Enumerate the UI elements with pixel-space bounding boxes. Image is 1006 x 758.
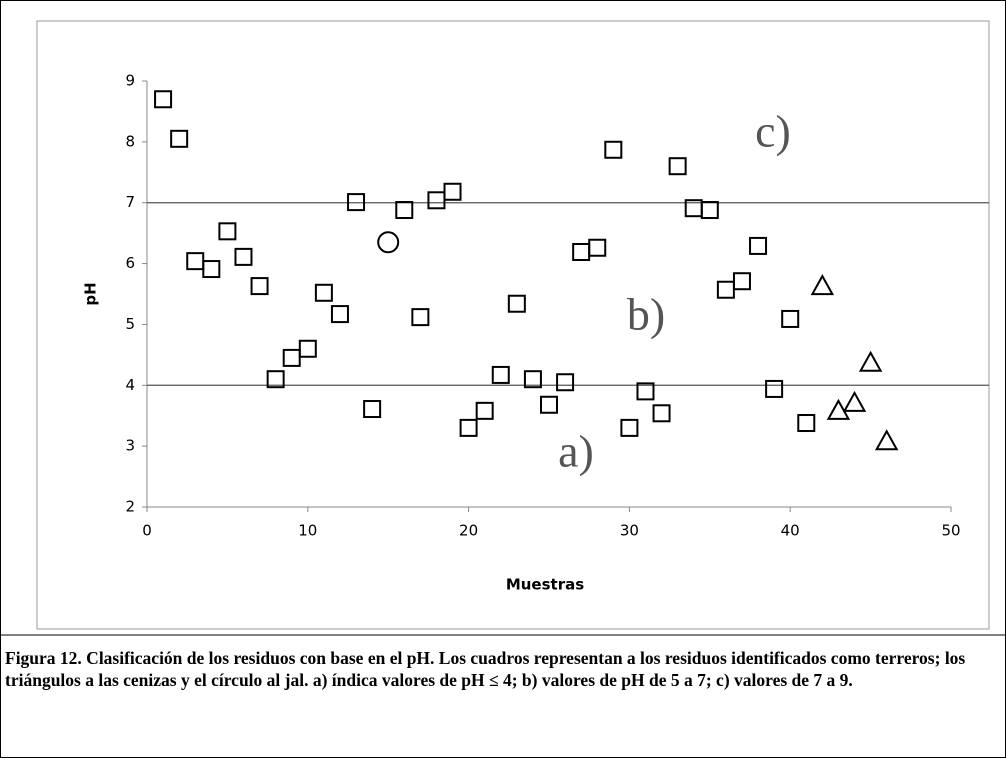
- x-axis-label: Muestras: [506, 576, 584, 594]
- y-tick-label: 6: [125, 254, 135, 272]
- marker-square: [314, 283, 333, 302]
- marker-square: [266, 370, 285, 389]
- marker-triangle: [858, 350, 883, 372]
- y-tick-label: 3: [125, 437, 135, 455]
- marker-square: [700, 201, 719, 220]
- marker-square: [652, 404, 671, 423]
- marker-square: [572, 243, 591, 262]
- annotation: b): [627, 289, 665, 340]
- annotation: c): [755, 106, 791, 157]
- marker-square: [363, 400, 382, 419]
- x-tick-label: 40: [781, 522, 800, 540]
- marker-square: [170, 129, 189, 148]
- marker-square: [588, 238, 607, 257]
- marker-square: [475, 401, 494, 420]
- marker-square: [218, 222, 237, 241]
- marker-triangle: [874, 429, 899, 451]
- y-tick-label: 9: [125, 72, 135, 90]
- marker-square: [556, 373, 575, 392]
- chart-border: [36, 20, 990, 630]
- marker-square: [765, 379, 784, 398]
- marker-square: [202, 260, 221, 279]
- marker-triangle: [810, 274, 835, 296]
- y-axis-label: pH: [82, 282, 100, 305]
- marker-square: [154, 90, 173, 109]
- marker-circle: [377, 231, 400, 254]
- marker-square: [507, 294, 526, 313]
- y-tick-label: 8: [125, 132, 135, 150]
- marker-square: [523, 370, 542, 389]
- marker-square: [732, 272, 751, 291]
- marker-square: [186, 252, 205, 271]
- marker-square: [749, 236, 768, 255]
- marker-square: [427, 191, 446, 210]
- annotation: a): [558, 426, 594, 477]
- marker-square: [347, 193, 366, 212]
- caption: Figura 12. Clasificación de los residuos…: [5, 648, 966, 690]
- marker-triangle: [826, 398, 851, 420]
- marker-square: [234, 247, 253, 266]
- marker-square: [298, 339, 317, 358]
- y-tick-label: 5: [125, 315, 135, 333]
- marker-square: [250, 277, 269, 296]
- x-tick-label: 50: [941, 522, 960, 540]
- marker-square: [395, 201, 414, 220]
- y-tick-label: 4: [125, 376, 135, 394]
- x-tick-label: 0: [142, 522, 152, 540]
- marker-square: [668, 157, 687, 176]
- marker-square: [411, 308, 430, 327]
- marker-square: [716, 280, 735, 299]
- y-tick-label: 2: [125, 498, 135, 516]
- marker-square: [797, 414, 816, 433]
- marker-square: [491, 365, 510, 384]
- marker-square: [540, 395, 558, 414]
- marker-square: [636, 382, 655, 401]
- marker-triangle: [842, 390, 867, 412]
- x-tick-label: 10: [298, 522, 317, 540]
- x-tick-label: 30: [620, 522, 639, 540]
- y-tick-label: 7: [125, 193, 135, 211]
- marker-square: [781, 309, 800, 328]
- marker-square: [620, 418, 639, 437]
- marker-square: [459, 418, 478, 437]
- x-tick-label: 20: [459, 522, 478, 540]
- marker-square: [604, 140, 623, 159]
- marker-square: [282, 348, 301, 367]
- marker-square: [443, 182, 462, 201]
- marker-square: [330, 305, 349, 324]
